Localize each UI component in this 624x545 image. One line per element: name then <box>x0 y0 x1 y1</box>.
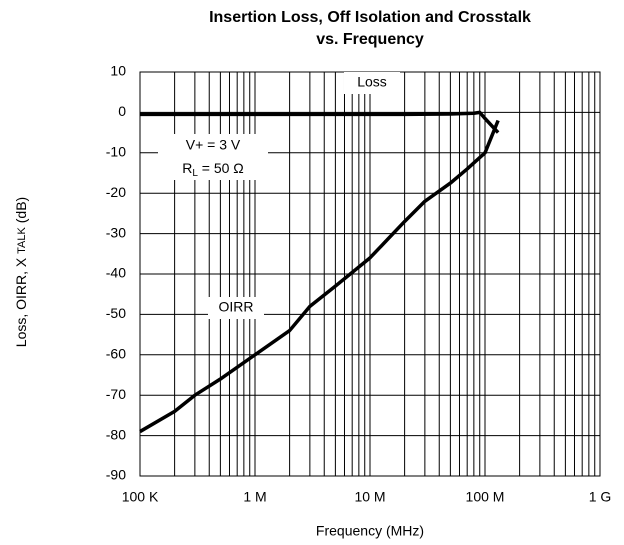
label-box <box>158 134 268 180</box>
x-tick-label: 1 M <box>243 489 266 505</box>
y-tick-label: -50 <box>106 305 126 321</box>
y-axis-label-part: (dB) <box>13 197 29 223</box>
y-tick-label: 10 <box>110 63 126 79</box>
x-tick-label: 100 K <box>122 489 159 505</box>
y-axis-label-part: TALK <box>16 226 28 253</box>
series-line <box>139 119 500 434</box>
y-tick-label: -40 <box>106 265 126 281</box>
x-axis-label: Frequency (MHz) <box>316 523 424 539</box>
series-label: OIRR <box>219 299 254 315</box>
y-tick-label: -90 <box>106 467 126 483</box>
y-tick-label: -10 <box>106 144 126 160</box>
series-line <box>140 110 500 134</box>
x-tick-label: 10 M <box>354 489 385 505</box>
x-tick-label: 100 M <box>466 489 505 505</box>
annotation-part: = 50 Ω <box>198 160 244 176</box>
y-tick-label: -70 <box>106 386 126 402</box>
annotation-part: L <box>192 168 198 179</box>
annotation: RL = 50 Ω <box>182 160 244 179</box>
y-tick-label: -60 <box>106 346 126 362</box>
label-box <box>344 72 400 94</box>
annotation: V+ = 3 V <box>186 137 241 153</box>
series-label: Loss <box>357 74 387 90</box>
annotation-part: R <box>182 160 192 176</box>
y-axis-label: Loss, OIRR, X TALK (dB) <box>13 197 29 347</box>
label-box <box>208 297 264 319</box>
chart-title: vs. Frequency <box>316 31 424 48</box>
y-tick-label: -20 <box>106 184 126 200</box>
y-tick-label: -80 <box>106 426 126 442</box>
y-tick-label: 0 <box>118 103 126 119</box>
x-tick-label: 1 G <box>589 489 612 505</box>
y-tick-label: -30 <box>106 224 126 240</box>
y-axis-label-part: Loss, OIRR, X <box>13 257 29 347</box>
chart-title: Insertion Loss, Off Isolation and Crosst… <box>209 9 531 26</box>
